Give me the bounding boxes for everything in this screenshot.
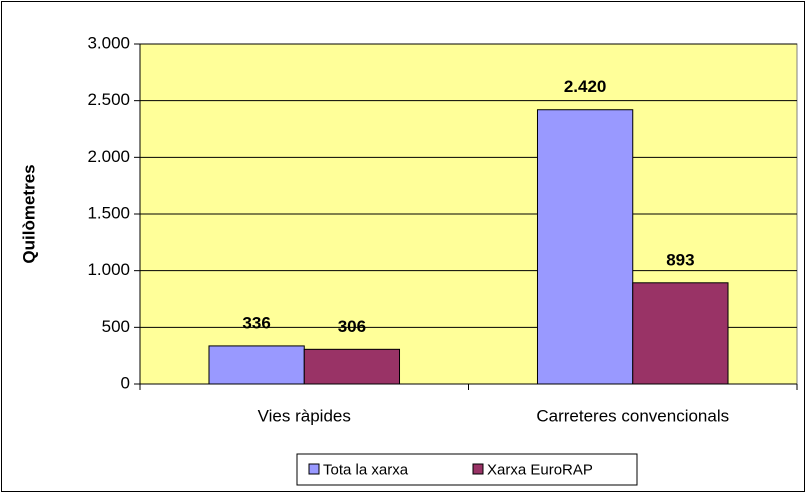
legend-box [296, 453, 638, 486]
legend-swatch [472, 463, 484, 475]
x-tick-label: Carreteres convencionals [536, 406, 729, 425]
y-tick-label: 2.500 [87, 90, 130, 109]
y-tick-label: 500 [102, 317, 130, 336]
y-tick-label: 2.000 [87, 147, 130, 166]
bar [303, 348, 401, 385]
legend-label: Xarxa EuroRAP [487, 461, 593, 478]
legend-label: Tota la xarxa [323, 461, 409, 478]
bar [208, 345, 305, 385]
data-label: 2.420 [564, 77, 607, 96]
bar [536, 109, 634, 385]
y-tick-label: 1.500 [87, 203, 130, 222]
data-label: 306 [338, 317, 366, 336]
y-tick-label: 3.000 [87, 33, 130, 52]
bar [632, 282, 729, 385]
data-label: 893 [666, 250, 694, 269]
x-tick-label: Vies ràpides [258, 406, 351, 425]
y-axis-label: Quilòmetres [19, 164, 38, 263]
data-label: 336 [242, 313, 270, 332]
y-tick-label: 0 [121, 373, 130, 392]
legend-swatch [308, 463, 320, 475]
y-tick-label: 1.000 [87, 260, 130, 279]
